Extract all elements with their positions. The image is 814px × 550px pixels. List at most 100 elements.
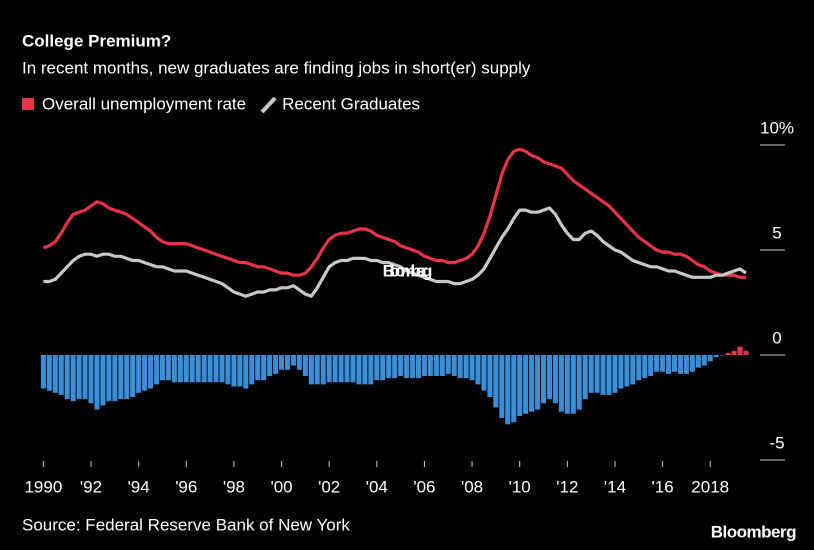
bar (713, 355, 719, 358)
bar (630, 355, 636, 385)
x-tick-label: '10 (509, 477, 531, 496)
bar (493, 355, 499, 408)
watermark: Bloomberg (383, 261, 432, 280)
bar (588, 355, 594, 393)
bar (743, 350, 749, 355)
bar (237, 355, 243, 387)
bar (731, 350, 737, 355)
legend-swatch (260, 96, 277, 114)
x-tick-label: '92 (80, 477, 102, 496)
bar (427, 355, 433, 376)
bar (677, 355, 683, 374)
bar (64, 355, 70, 400)
bar (279, 355, 285, 370)
bar (284, 355, 291, 370)
bar (600, 355, 606, 395)
bar (612, 355, 618, 393)
bar (112, 355, 118, 402)
bar (433, 355, 439, 376)
bar (58, 355, 64, 395)
bar (445, 355, 451, 374)
bar (540, 355, 547, 404)
bar (725, 352, 731, 355)
x-tick-label: '16 (652, 477, 674, 496)
bar (159, 355, 165, 381)
legend-label: Recent Graduates (282, 94, 420, 113)
bar (671, 355, 678, 372)
bar (582, 355, 588, 400)
y-tick-label: 5 (772, 223, 781, 242)
bar (100, 355, 106, 406)
bar (94, 355, 100, 410)
bar (701, 355, 707, 366)
bar (183, 355, 189, 383)
bar (290, 355, 296, 366)
bar (475, 355, 481, 385)
bar (398, 355, 404, 376)
bar (606, 355, 612, 395)
bar (231, 355, 237, 387)
bar (356, 355, 362, 385)
source: Source: Federal Reserve Bank of New York (22, 515, 350, 534)
chart-title: College Premium? (22, 31, 171, 50)
bar (338, 355, 344, 383)
x-tick-label: '00 (270, 477, 292, 496)
bar (261, 355, 267, 381)
bar (421, 355, 427, 376)
bar (469, 355, 475, 381)
bar (654, 355, 660, 372)
bar (296, 355, 302, 370)
bar (374, 355, 380, 381)
bar (267, 355, 273, 376)
series-line (43, 206, 747, 298)
bar (249, 355, 255, 385)
bar (82, 355, 88, 400)
y-tick-label: 10% (760, 118, 794, 137)
legend-label: Overall unemployment rate (42, 94, 246, 113)
bar (362, 355, 368, 385)
bar (570, 355, 576, 414)
bar (439, 355, 445, 376)
x-tick-label: 2018 (691, 477, 729, 496)
bar (487, 355, 493, 397)
bar (558, 355, 564, 412)
bar (314, 355, 320, 385)
bar (332, 355, 338, 383)
bar (386, 355, 392, 379)
bar (707, 355, 713, 362)
bar (594, 355, 600, 393)
bar (148, 355, 154, 389)
bar (207, 355, 213, 383)
x-tick-label: 1990 (24, 477, 62, 496)
legend-swatch (22, 98, 34, 110)
bar (642, 355, 648, 379)
bar (70, 355, 76, 402)
bar (368, 355, 374, 385)
bar (517, 355, 523, 416)
bar (88, 355, 94, 404)
bar (451, 355, 457, 376)
x-tick-label: '02 (318, 477, 340, 496)
bar (106, 355, 112, 402)
bar (529, 355, 535, 412)
bar (189, 355, 195, 383)
x-tick-label: '06 (413, 477, 435, 496)
bar (618, 355, 624, 389)
bar (624, 355, 630, 387)
x-tick-label: '08 (461, 477, 483, 496)
bar (415, 355, 422, 379)
bar (344, 355, 350, 383)
bar (326, 355, 332, 383)
bar (118, 355, 124, 400)
bar (463, 355, 469, 379)
bar (320, 355, 326, 385)
x-tick-label: '04 (366, 477, 388, 496)
bar (648, 355, 654, 376)
bar (76, 355, 82, 400)
bar (219, 355, 225, 383)
bar (124, 355, 130, 400)
x-tick-label: '98 (223, 477, 245, 496)
x-tick-label: '96 (175, 477, 197, 496)
bar (660, 355, 666, 372)
